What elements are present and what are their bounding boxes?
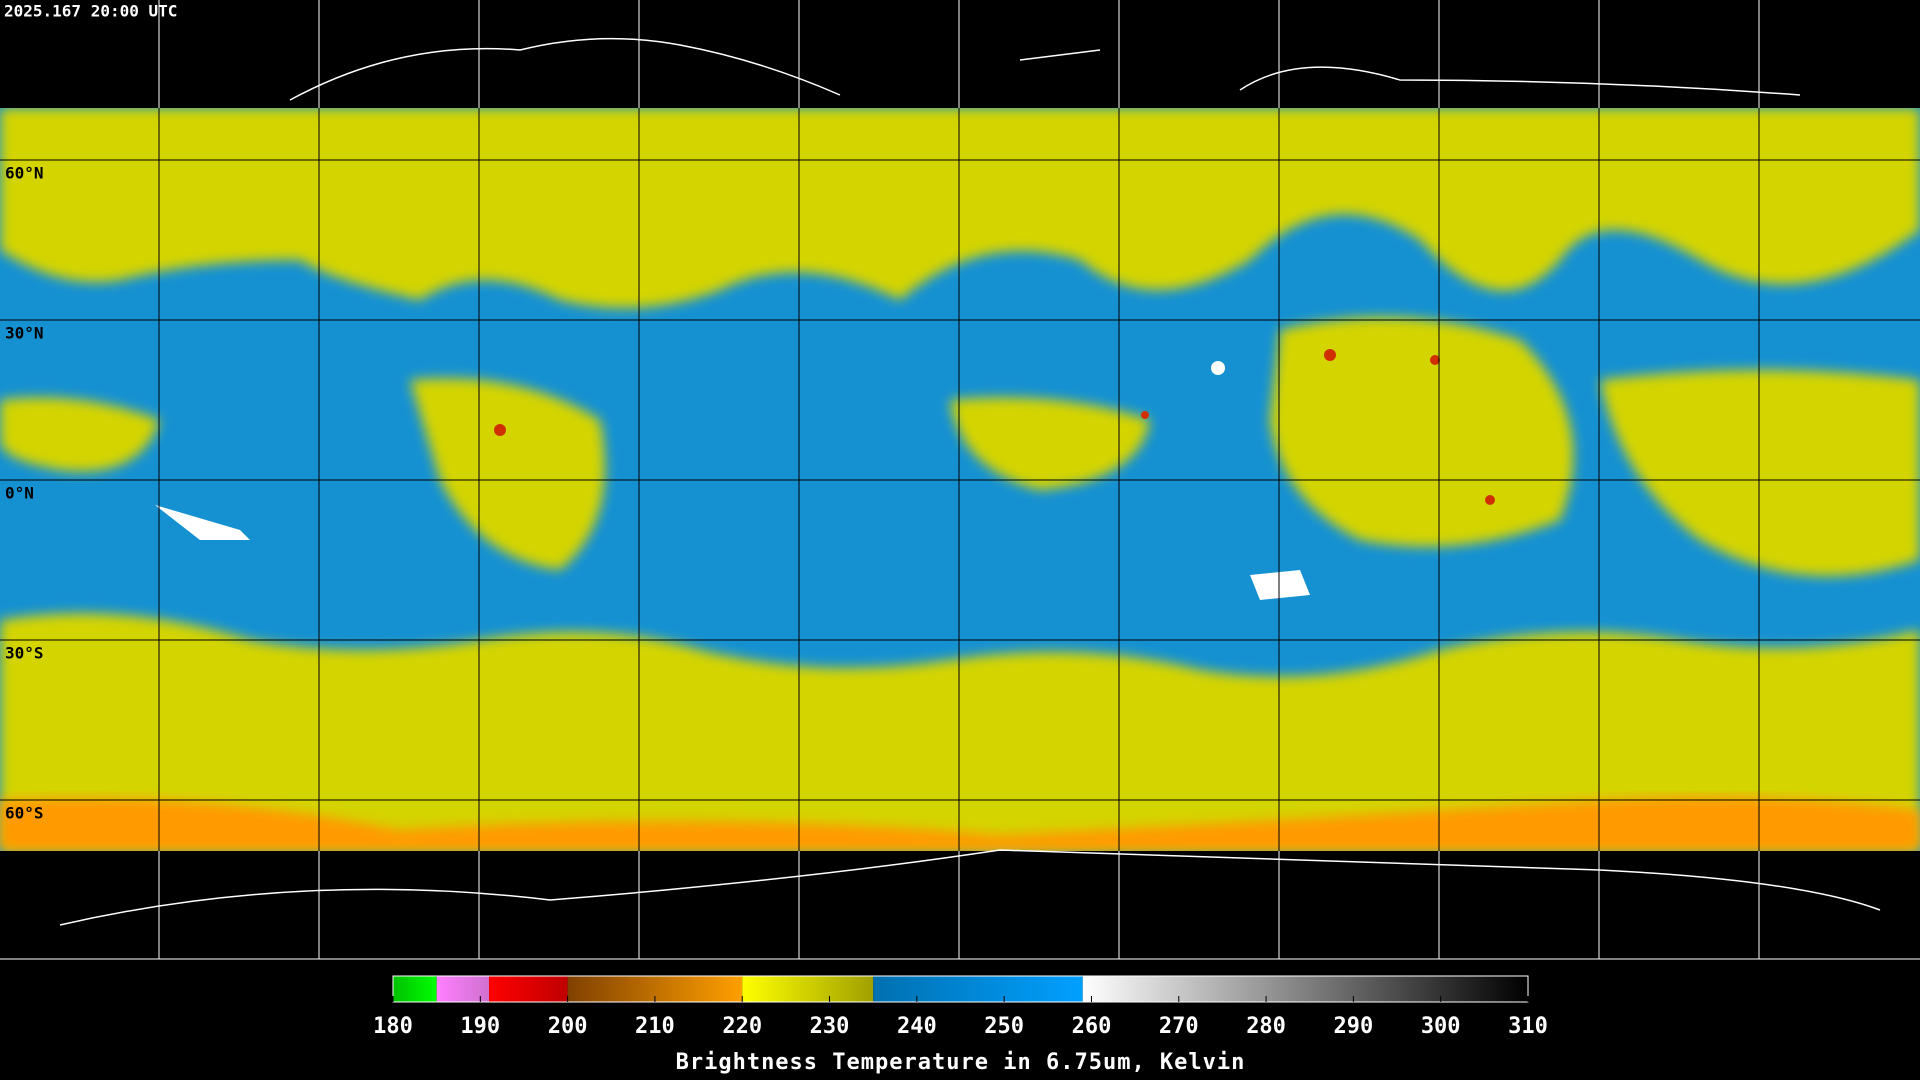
colorbar-tick-label: 260 — [1072, 1014, 1112, 1039]
colorbar-tick-label: 250 — [984, 1014, 1024, 1039]
latitude-label: 0°N — [5, 484, 34, 503]
colorbar-tick-label: 220 — [722, 1014, 762, 1039]
colorbar-tick-label: 300 — [1421, 1014, 1461, 1039]
north-band — [0, 108, 1920, 308]
polar-coastlines — [59, 37, 1881, 926]
graticule: 60°N 30°N 0°N 30°S 60°S — [0, 0, 1920, 960]
moist-regions — [0, 108, 1920, 851]
colorbar-tick-label: 270 — [1159, 1014, 1199, 1039]
americas-moist — [410, 378, 605, 570]
africa-moist — [950, 397, 1150, 490]
colorbar-segment — [742, 976, 874, 1002]
colorbar-segment — [489, 976, 568, 1002]
colorbar-tick-label: 190 — [460, 1014, 500, 1039]
latitude-label: 60°N — [5, 164, 44, 183]
cold-regions — [0, 796, 1920, 851]
colorbar-tick-label: 200 — [548, 1014, 588, 1039]
colorbar-segment — [1082, 976, 1528, 1002]
colorbar-tick-label: 310 — [1508, 1014, 1548, 1039]
colorbar-segment — [436, 976, 490, 1002]
antarctic-edge — [0, 796, 1920, 851]
colorbar-segment — [873, 976, 1083, 1002]
colorbar-tick-label: 280 — [1246, 1014, 1286, 1039]
colorbar-tick-label: 290 — [1334, 1014, 1374, 1039]
colorbar-tick-label: 210 — [635, 1014, 675, 1039]
deep-convection — [494, 349, 1495, 505]
colorbar-tick-label: 180 — [373, 1014, 413, 1039]
bottom-band — [0, 851, 1920, 1080]
colorbar: 180 190 200 210 220 230 240 250 260 270 280 290 300 3… — [373, 975, 1548, 1075]
latitude-label: 60°S — [5, 804, 44, 823]
dry-spots — [155, 361, 1310, 600]
maritime-moist — [1600, 370, 1920, 576]
colorbar-tick-label: 240 — [897, 1014, 937, 1039]
latitude-label: 30°N — [5, 324, 44, 343]
colorbar-frame — [392, 975, 1529, 1003]
latitude-label: 30°S — [5, 644, 44, 663]
colorbar-segment — [393, 976, 437, 1002]
asia-moist — [1270, 317, 1574, 547]
colorbar-tick-label: 230 — [810, 1014, 850, 1039]
pacific-moist — [0, 397, 160, 472]
south-band — [0, 613, 1920, 851]
timestamp: 2025.167 20:00 UTC — [4, 2, 177, 21]
top-band — [0, 0, 1920, 108]
colorbar-title: Brightness Temperature in 6.75um, Kelvin — [676, 1050, 1246, 1075]
